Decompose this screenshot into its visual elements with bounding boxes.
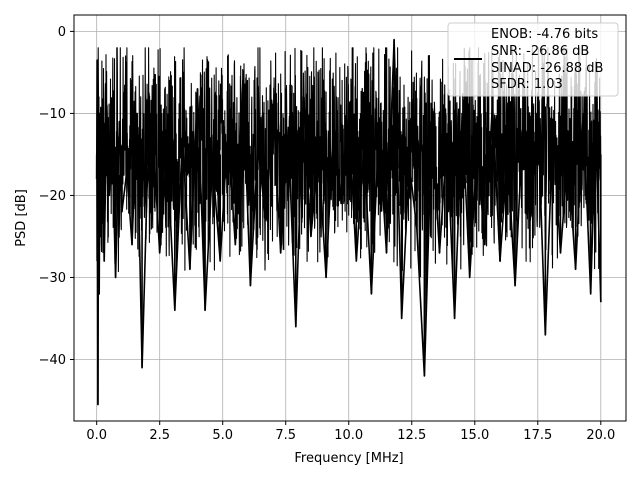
x-axis-ticks: 0.0 2.5 5.0 7.5 10.0 12.5 15.0 17.5 20.0 [86, 421, 615, 443]
y-tick-label: −20 [39, 189, 66, 204]
x-tick-label: 10.0 [334, 428, 363, 443]
x-tick-label: 0.0 [86, 428, 107, 443]
legend-entry-sinad: SINAD: -26.88 dB [491, 61, 603, 76]
x-tick-label: 15.0 [460, 428, 489, 443]
psd-series-line [95, 38, 602, 406]
y-axis-label: PSD [dB] [14, 189, 29, 247]
x-tick-label: 17.5 [523, 428, 552, 443]
x-tick-label: 2.5 [149, 428, 170, 443]
legend-entry-sfdr: SFDR: 1.03 [491, 77, 563, 92]
plot-frame [73, 14, 627, 422]
y-tick-label: −30 [39, 271, 66, 286]
x-tick-label: 7.5 [275, 428, 296, 443]
y-tick-label: −40 [39, 353, 66, 368]
psd-trace-layer [95, 38, 602, 406]
legend: ENOB: -4.76 bits SNR: -26.86 dB SINAD: -… [447, 22, 619, 97]
x-tick-label: 12.5 [397, 428, 426, 443]
y-tick-label: −10 [39, 107, 66, 122]
y-axis-ticks: 0 −10 −20 −30 −40 [39, 25, 74, 368]
y-tick-label: 0 [58, 25, 66, 40]
x-tick-label: 20.0 [586, 428, 615, 443]
legend-entry-enob: ENOB: -4.76 bits [491, 27, 598, 42]
psd-noise-band [96, 47, 602, 331]
legend-box [447, 22, 619, 97]
legend-entry-snr: SNR: -26.86 dB [491, 44, 589, 59]
x-axis-label: Frequency [MHz] [294, 451, 403, 466]
x-tick-label: 5.0 [212, 428, 233, 443]
